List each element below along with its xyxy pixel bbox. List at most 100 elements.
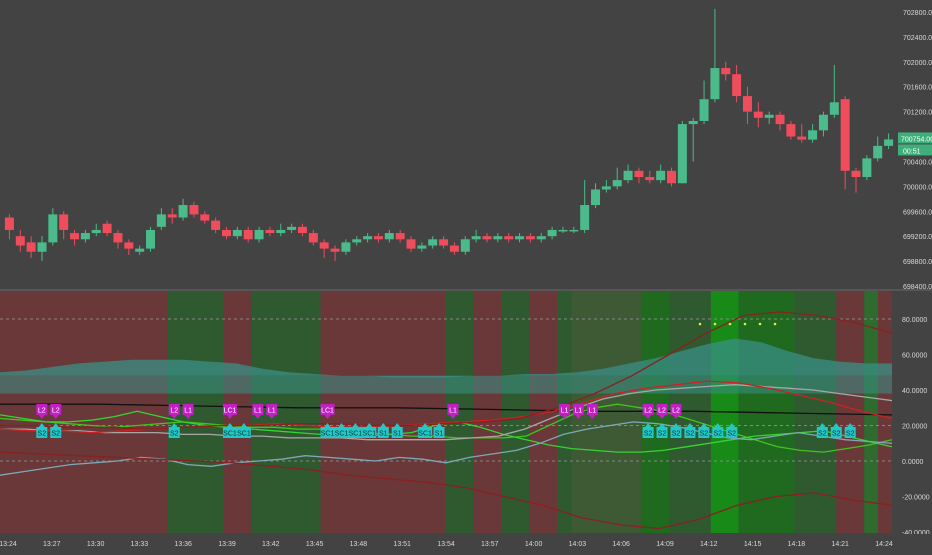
time-tick-label: 14:12: [700, 541, 718, 548]
short-marker: S2: [168, 423, 180, 438]
marker-box: [50, 427, 62, 438]
candle-body: [547, 229, 557, 237]
time-axis-bg: [0, 534, 932, 550]
candle-body: [428, 239, 438, 246]
time-tick-label: 13:45: [306, 541, 324, 548]
candle-body: [482, 236, 492, 240]
marker-label: S2: [672, 431, 681, 438]
marker-pointer: [366, 423, 373, 427]
candle-body: [873, 145, 883, 159]
marker-box: [266, 404, 278, 415]
long-marker: L2: [36, 404, 48, 419]
marker-pointer: [422, 423, 429, 427]
marker-box: [844, 427, 856, 438]
price-tick-label: 698800.00: [903, 259, 932, 266]
osc-tick-label: 60.0000: [902, 353, 927, 360]
candle-body: [569, 229, 579, 232]
marker-pointer: [575, 415, 582, 419]
candle-body: [330, 248, 340, 252]
marker-pointer: [394, 423, 401, 427]
background-region: [878, 291, 892, 533]
marker-label: S2: [51, 431, 60, 438]
marker-box: [377, 427, 389, 438]
marker-label: SC1: [223, 431, 237, 438]
short-marker: S1: [391, 423, 403, 438]
marker-pointer: [672, 423, 679, 427]
candle-body: [319, 242, 329, 249]
long-marker: L2: [50, 404, 62, 419]
marker-box: [50, 404, 62, 415]
short-marker: S2: [726, 423, 738, 438]
osc-tick-label: 0.0000: [902, 459, 924, 466]
candle-body: [287, 226, 297, 230]
long-marker: L1: [266, 404, 278, 419]
candle-body: [753, 111, 763, 118]
marker-box: [182, 404, 194, 415]
time-tick-label: 13:57: [481, 541, 499, 548]
short-marker: S2: [684, 423, 696, 438]
candle-body: [797, 136, 807, 140]
marker-label: S2: [170, 431, 179, 438]
price-pane: [4, 8, 894, 262]
marker-pointer: [819, 423, 826, 427]
long-marker: LC1: [222, 404, 237, 419]
candle-body: [276, 229, 286, 234]
background-region: [473, 291, 502, 533]
price-tick-label: 698400.00: [903, 284, 932, 291]
candle-body: [308, 233, 318, 243]
marker-box: [362, 427, 377, 438]
candle-body: [536, 236, 546, 240]
candle-body: [775, 114, 785, 125]
price-tick-label: 700000.00: [903, 184, 932, 191]
short-marker: S2: [712, 423, 724, 438]
marker-pointer: [700, 423, 707, 427]
short-marker: S2: [698, 423, 710, 438]
candle-body: [493, 236, 503, 240]
short-marker: S1: [433, 423, 445, 438]
marker-box: [670, 427, 682, 438]
short-marker: S2: [50, 423, 62, 438]
candle-body: [688, 120, 698, 125]
time-tick-label: 13:39: [218, 541, 236, 548]
candle-body: [601, 186, 611, 190]
signal-dot: [743, 322, 747, 326]
marker-pointer: [324, 423, 331, 427]
candle-body: [851, 170, 861, 178]
marker-box: [36, 427, 48, 438]
osc-tick-label: 40.0000: [902, 388, 927, 395]
candle-body: [808, 130, 818, 140]
marker-label: LC1: [321, 408, 334, 415]
candle-body: [742, 96, 752, 112]
marker-box: [236, 427, 251, 438]
marker-box: [168, 404, 180, 415]
candle-body: [265, 229, 275, 234]
marker-pointer: [672, 415, 679, 419]
last-price-tag: [898, 132, 932, 144]
marker-pointer: [226, 415, 233, 419]
candle-body: [384, 233, 394, 240]
marker-box: [391, 427, 403, 438]
candle-body: [612, 180, 622, 187]
short-marker: S2: [670, 423, 682, 438]
marker-box: [447, 404, 459, 415]
marker-pointer: [52, 423, 59, 427]
short-marker: S2: [656, 423, 668, 438]
time-tick-label: 14:00: [525, 541, 543, 548]
marker-label: SC1: [363, 431, 377, 438]
short-marker: S2: [816, 423, 828, 438]
marker-pointer: [338, 423, 345, 427]
candle-body: [786, 124, 796, 137]
candle-body: [591, 189, 601, 206]
candle-body: [26, 242, 36, 252]
marker-label: SC1: [418, 431, 432, 438]
time-tick-label: 13:42: [262, 541, 280, 548]
marker-label: LC1: [224, 408, 237, 415]
candle-body: [48, 214, 58, 243]
candle-body: [406, 239, 416, 249]
marker-pointer: [728, 423, 735, 427]
marker-label: S2: [700, 431, 709, 438]
marker-box: [418, 427, 433, 438]
marker-pointer: [171, 415, 178, 419]
candle-body: [471, 236, 481, 240]
